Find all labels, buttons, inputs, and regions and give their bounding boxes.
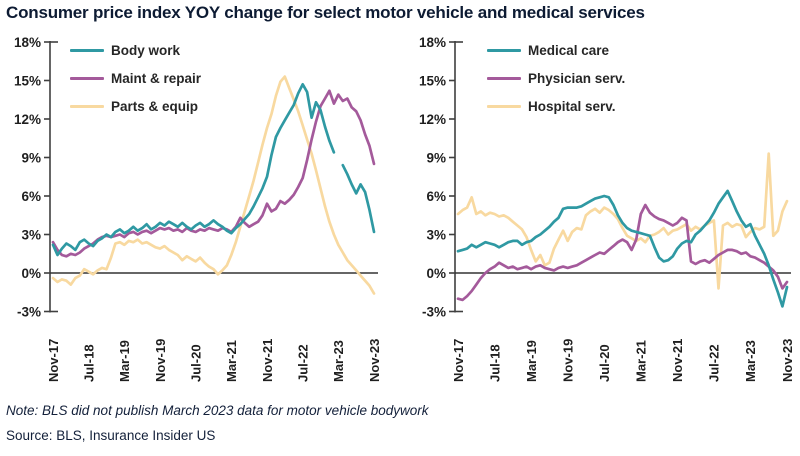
legend-item: Medical care — [487, 36, 625, 64]
y-tick-label: -3% — [17, 304, 41, 319]
y-tick-label: 3% — [426, 227, 446, 242]
y-tick-label: 3% — [21, 227, 41, 242]
legend-label: Maint & repair — [111, 70, 202, 86]
y-tick-label: 18% — [419, 35, 446, 50]
x-tick-label: Jul-18 — [487, 344, 502, 382]
series-line-parts-equip — [51, 75, 376, 295]
y-tick-label: 0% — [21, 266, 41, 281]
page-title: Consumer price index YOY change for sele… — [6, 3, 645, 22]
legend-line-swatch — [70, 48, 104, 52]
y-tick-label: 0% — [426, 266, 446, 281]
y-tick-label: 9% — [426, 150, 446, 165]
x-tick-label: Jul-22 — [707, 344, 722, 382]
y-tick-label: 18% — [14, 35, 41, 50]
y-tick-label: 9% — [21, 150, 41, 165]
series-line-body-work — [341, 163, 376, 234]
x-tick-label: Jul-20 — [188, 344, 203, 382]
legend-item: Physician serv. — [487, 64, 625, 92]
legend-item: Body work — [70, 36, 201, 64]
y-tick-label: 15% — [419, 73, 446, 88]
medical-services-legend: Medical care Physician serv. Hospital se… — [487, 36, 625, 120]
x-tick-label: Nov-23 — [780, 339, 795, 382]
legend-line-swatch — [70, 104, 104, 108]
y-tick-label: 6% — [21, 189, 41, 204]
x-tick-label: Mar-23 — [743, 340, 758, 382]
legend-line-swatch — [487, 104, 521, 108]
legend-label: Parts & equip — [111, 98, 199, 114]
series-line-medical-care — [456, 189, 789, 308]
y-tick-label: -3% — [422, 304, 446, 319]
x-tick-label: Nov-17 — [451, 339, 466, 382]
footnote: Note: BLS did not publish March 2023 dat… — [6, 403, 429, 418]
x-tick-label: Jul-22 — [295, 344, 310, 382]
x-tick-label: Nov-21 — [260, 339, 275, 382]
legend-item: Parts & equip — [70, 92, 201, 120]
x-tick-label: Nov-19 — [153, 339, 168, 382]
x-tick-label: Nov-21 — [670, 339, 685, 382]
legend-label: Physician serv. — [528, 70, 626, 86]
x-tick-label: Nov-23 — [367, 339, 382, 382]
series-line-hospital-serv — [456, 152, 789, 290]
x-tick-label: Mar-19 — [117, 340, 132, 382]
x-tick-label: Mar-19 — [524, 340, 539, 382]
x-tick-label: Nov-17 — [46, 339, 61, 382]
x-tick-label: Nov-19 — [560, 339, 575, 382]
series-line-physician-serv — [456, 203, 789, 302]
x-tick-label: Mar-23 — [331, 340, 346, 382]
y-tick-label: 12% — [14, 112, 41, 127]
medical-services-chart: 18% 15% 12% 9% 6% 3% 0% -3% Nov-17 Jul-18 Mar-19 No… — [419, 35, 795, 382]
y-tick-label: 6% — [426, 189, 446, 204]
legend-label: Body work — [111, 42, 181, 58]
y-tick-label: 15% — [14, 73, 41, 88]
x-tick-label: Jul-20 — [597, 344, 612, 382]
legend-line-swatch — [487, 76, 521, 80]
legend-line-swatch — [487, 48, 521, 52]
motor-vehicle-legend: Body work Maint & repair Parts & equip — [70, 36, 201, 120]
x-tick-label: Mar-21 — [634, 340, 649, 382]
legend-label: Hospital serv. — [528, 98, 616, 114]
legend-item: Hospital serv. — [487, 92, 625, 120]
legend-item: Maint & repair — [70, 64, 201, 92]
x-tick-label: Jul-18 — [81, 344, 96, 382]
series-line-body-work — [51, 82, 336, 257]
motor-vehicle-chart: 18% 15% 12% 9% 6% 3% 0% -3% Nov-17 Jul-18 Mar-19 No… — [14, 35, 382, 382]
source-line: Source: BLS, Insurance Insider US — [6, 428, 216, 443]
x-tick-label: Mar-21 — [224, 340, 239, 382]
legend-label: Medical care — [528, 42, 610, 58]
legend-line-swatch — [70, 76, 104, 80]
y-tick-label: 12% — [419, 112, 446, 127]
